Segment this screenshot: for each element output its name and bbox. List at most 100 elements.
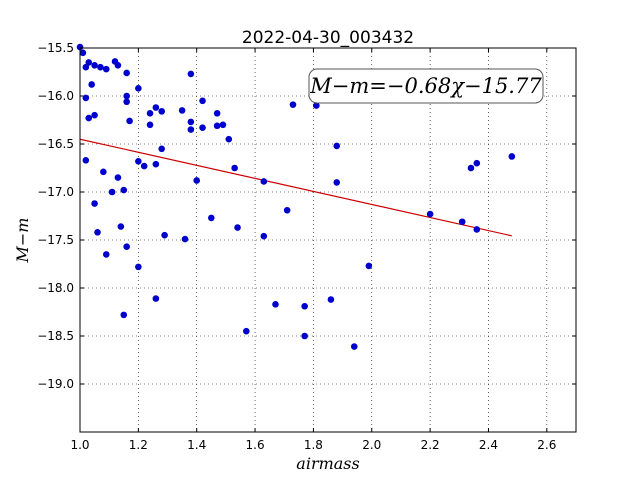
fit-line-layer xyxy=(80,138,512,237)
data-point xyxy=(114,61,122,69)
x-tick-label: 1.2 xyxy=(129,438,148,452)
data-point xyxy=(152,160,160,168)
y-tick-label: −18.0 xyxy=(37,281,74,295)
data-point xyxy=(123,243,130,251)
data-point xyxy=(102,65,110,73)
data-point xyxy=(100,168,107,176)
y-tick-label: −16.5 xyxy=(37,137,74,151)
data-point xyxy=(199,124,206,131)
data-point xyxy=(508,153,516,160)
data-point xyxy=(158,145,165,153)
x-tick-labels: 1.0 1.2 1.4 1.6 1.8 2.0 2.2 2.4 2.6 xyxy=(70,438,556,452)
x-tick-label: 1.4 xyxy=(187,438,206,452)
data-point xyxy=(426,210,434,218)
data-point xyxy=(120,186,128,194)
data-point xyxy=(283,206,291,214)
y-tick-label: −16.0 xyxy=(37,89,74,103)
data-point xyxy=(213,122,221,130)
data-point xyxy=(135,157,142,165)
y-tick-label: −17.0 xyxy=(37,185,74,199)
data-point xyxy=(146,109,154,117)
y-tick-label: −18.5 xyxy=(37,329,74,343)
annotation-box xyxy=(308,68,544,104)
data-point xyxy=(108,188,116,196)
y-axis-label: M−m xyxy=(13,218,32,264)
data-point xyxy=(231,164,238,172)
data-point xyxy=(102,251,110,258)
data-point xyxy=(91,111,98,119)
data-point xyxy=(76,43,84,51)
plot-frame xyxy=(79,47,577,433)
data-point xyxy=(333,179,341,186)
data-point xyxy=(187,118,195,126)
x-tick-label: 2.6 xyxy=(537,438,556,452)
x-axis-label: airmass xyxy=(296,454,359,473)
data-point xyxy=(146,121,154,129)
data-point xyxy=(117,223,125,230)
data-point xyxy=(199,97,206,105)
data-point xyxy=(79,49,87,57)
data-point xyxy=(313,102,320,109)
data-point xyxy=(207,214,215,222)
data-point xyxy=(94,229,101,236)
data-point xyxy=(333,142,341,150)
annotation-text: M−m=−0.68χ−15.77 xyxy=(309,74,542,98)
data-point xyxy=(135,263,142,271)
data-point xyxy=(225,135,233,143)
data-point xyxy=(301,332,308,340)
chart-title: 2022-04-30_003432 xyxy=(242,28,414,48)
data-point xyxy=(97,63,104,71)
data-point xyxy=(178,107,186,114)
data-point xyxy=(85,114,93,122)
data-point xyxy=(91,200,98,207)
data-point xyxy=(473,159,481,167)
data-point xyxy=(219,121,227,129)
data-point xyxy=(272,301,279,308)
data-point xyxy=(234,224,241,231)
y-tick-label: −19.0 xyxy=(37,377,74,391)
data-point xyxy=(152,295,160,302)
data-point xyxy=(82,157,90,164)
x-tick-label: 1.6 xyxy=(246,438,265,452)
data-point xyxy=(181,235,189,243)
data-point xyxy=(458,218,466,226)
data-point xyxy=(161,231,168,239)
y-tick-label: −15.5 xyxy=(37,41,74,55)
data-point xyxy=(82,94,90,102)
data-point xyxy=(120,311,128,319)
data-point xyxy=(82,63,90,71)
fit-line xyxy=(80,138,512,237)
data-point xyxy=(158,108,165,115)
data-point xyxy=(135,85,142,92)
data-point xyxy=(243,327,250,335)
data-point xyxy=(187,70,195,78)
x-tick-label: 1.8 xyxy=(304,438,323,452)
data-point xyxy=(260,178,268,185)
data-point xyxy=(193,177,201,184)
data-point xyxy=(123,92,130,100)
data-point xyxy=(114,174,122,181)
data-point xyxy=(301,302,308,310)
data-point xyxy=(140,162,148,170)
data-point xyxy=(126,117,133,125)
x-tick-label: 2.2 xyxy=(421,438,440,452)
equation-annotation: M−m=−0.68χ−15.77 xyxy=(308,68,544,104)
x-tick-label: 2.4 xyxy=(479,438,498,452)
data-point xyxy=(123,69,130,77)
x-tick-label: 2.0 xyxy=(362,438,381,452)
data-point xyxy=(289,101,297,108)
data-points xyxy=(76,43,516,350)
data-point xyxy=(187,126,195,133)
data-point xyxy=(350,343,358,350)
data-point xyxy=(152,104,160,111)
data-point xyxy=(123,98,130,106)
y-tick-labels: −15.5 −16.0 −16.5 −17.0 −17.5 −18.0 −18.5 −19.0 xyxy=(37,41,74,391)
x-tick-label: 1.0 xyxy=(70,438,89,452)
data-point xyxy=(85,59,93,66)
data-point xyxy=(327,296,335,303)
y-tick-label: −17.5 xyxy=(37,233,74,247)
data-point xyxy=(213,109,221,117)
data-point xyxy=(260,232,268,240)
data-point xyxy=(365,262,373,270)
